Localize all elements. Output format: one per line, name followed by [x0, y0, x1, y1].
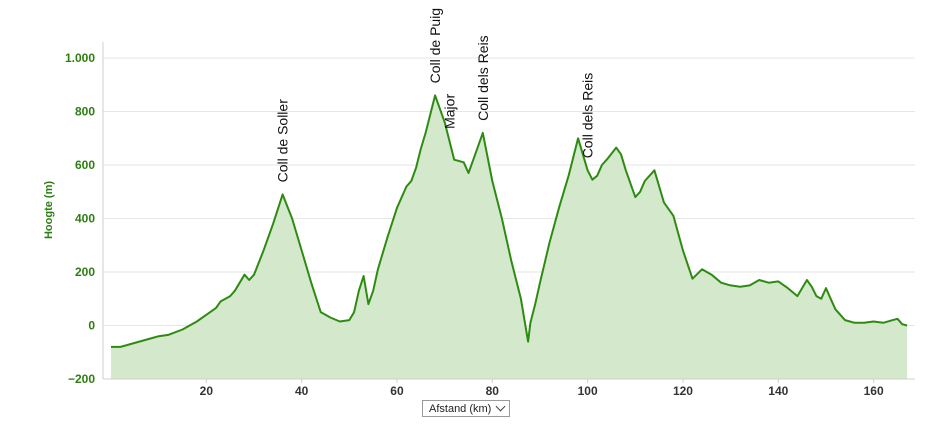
x-axis-unit-select[interactable]: Afstand (km) [422, 400, 510, 417]
x-tick-labels: 20 40 60 80 100 120 140 160 [200, 379, 884, 398]
x-tick-label: 120 [673, 384, 693, 398]
elevation-area [111, 94, 908, 380]
y-axis-label: Hoogte (m) [43, 181, 55, 239]
peak-label: Coll de Puig [427, 8, 443, 84]
x-tick-label: 160 [864, 384, 884, 398]
y-tick-label: 0 [88, 319, 95, 333]
peak-annotations: Coll de Soller Coll de Puig Major Coll dels… [275, 8, 596, 183]
axes [102, 42, 915, 380]
peak-label: Coll dels Reis [580, 73, 596, 159]
y-tick-label: 400 [75, 212, 95, 226]
peak-label: Major [441, 94, 457, 129]
y-tick-label: 600 [75, 158, 95, 172]
chevron-down-icon [495, 401, 506, 412]
elevation-fill [111, 95, 907, 380]
x-axis-unit-select-label: Afstand (km) [429, 402, 492, 415]
y-tick-label: 800 [75, 105, 95, 119]
x-tick-label: 80 [486, 384, 500, 398]
x-tick-label: 40 [295, 384, 309, 398]
y-tick-label: 1.000 [65, 51, 95, 65]
peak-label: Coll dels Reis [475, 35, 491, 121]
y-tick-labels: −200 0 200 400 600 800 1.000 [65, 51, 95, 386]
x-tick-label: 60 [390, 384, 404, 398]
peak-label: Coll de Soller [275, 99, 291, 183]
x-tick-label: 140 [768, 384, 788, 398]
y-tick-label: −200 [68, 372, 95, 386]
x-tick-label: 20 [200, 384, 214, 398]
x-tick-label: 100 [578, 384, 598, 398]
elevation-line [111, 94, 908, 348]
y-tick-label: 200 [75, 265, 95, 279]
